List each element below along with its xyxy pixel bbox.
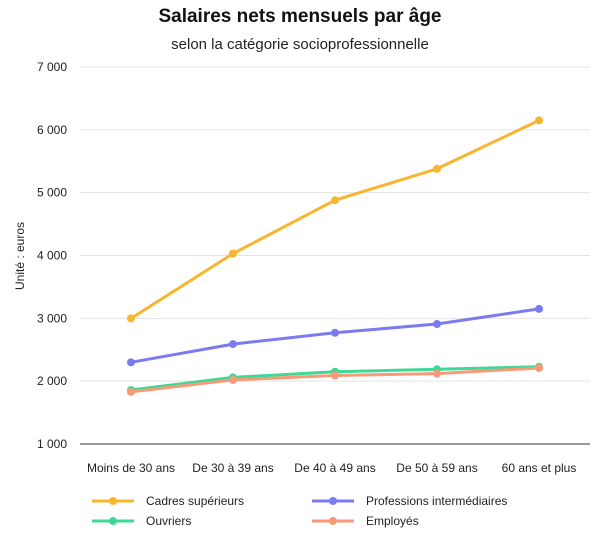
x-tick-label: De 40 à 49 ans <box>294 461 375 475</box>
data-point <box>229 340 237 349</box>
data-point <box>535 116 543 125</box>
data-point <box>433 164 441 173</box>
legend-item: Ouvriers <box>92 514 191 528</box>
data-point <box>127 314 135 323</box>
y-tick-label: 1 000 <box>37 437 67 451</box>
series-line <box>129 118 541 320</box>
y-tick-label: 6 000 <box>37 123 67 137</box>
legend-item: Employés <box>312 514 419 528</box>
legend: Cadres supérieurs Professions intermédiai… <box>92 494 507 528</box>
y-tick-label: 5 000 <box>37 186 67 200</box>
series-group <box>127 116 543 323</box>
data-point <box>229 375 237 384</box>
chart-subtitle: selon la catégorie socioprofessionnelle <box>171 36 429 53</box>
y-tick-label: 7 000 <box>37 60 67 74</box>
data-point <box>331 371 339 380</box>
data-point <box>229 249 237 258</box>
data-point <box>433 369 441 378</box>
legend-label: Professions intermédiaires <box>366 494 507 508</box>
legend-item: Professions intermédiaires <box>312 494 507 508</box>
legend-swatch-marker <box>109 517 117 525</box>
series-group <box>127 363 543 396</box>
data-point <box>127 387 135 396</box>
legend-swatch-marker <box>109 497 117 505</box>
data-point <box>331 328 339 337</box>
data-point <box>127 358 135 367</box>
y-tick-label: 4 000 <box>37 249 67 263</box>
gridlines <box>80 66 590 445</box>
chart-title: Salaires nets mensuels par âge <box>158 6 442 27</box>
data-point <box>331 196 339 205</box>
legend-label: Cadres supérieurs <box>146 494 244 508</box>
y-axis-label: Unité : euros <box>13 222 27 290</box>
data-point <box>535 304 543 313</box>
x-tick-label: 60 ans et plus <box>502 461 577 475</box>
y-axis: 1 000 2 000 3 000 4 000 5 000 6 000 7 000 <box>37 60 67 451</box>
x-tick-label: De 30 à 39 ans <box>192 461 273 475</box>
legend-swatch-marker <box>329 497 337 505</box>
data-point <box>433 319 441 328</box>
series-lines <box>127 116 543 396</box>
data-point <box>535 363 543 372</box>
x-tick-label: De 50 à 59 ans <box>396 461 477 475</box>
legend-swatch-marker <box>329 517 337 525</box>
legend-label: Ouvriers <box>146 514 191 528</box>
legend-label: Employés <box>366 514 419 528</box>
y-tick-label: 3 000 <box>37 311 67 325</box>
series-group <box>127 304 543 367</box>
x-axis: Moins de 30 ans De 30 à 39 ans De 40 à 49 … <box>87 461 576 475</box>
y-tick-label: 2 000 <box>37 374 67 388</box>
x-tick-label: Moins de 30 ans <box>87 461 175 475</box>
legend-item: Cadres supérieurs <box>92 494 244 508</box>
